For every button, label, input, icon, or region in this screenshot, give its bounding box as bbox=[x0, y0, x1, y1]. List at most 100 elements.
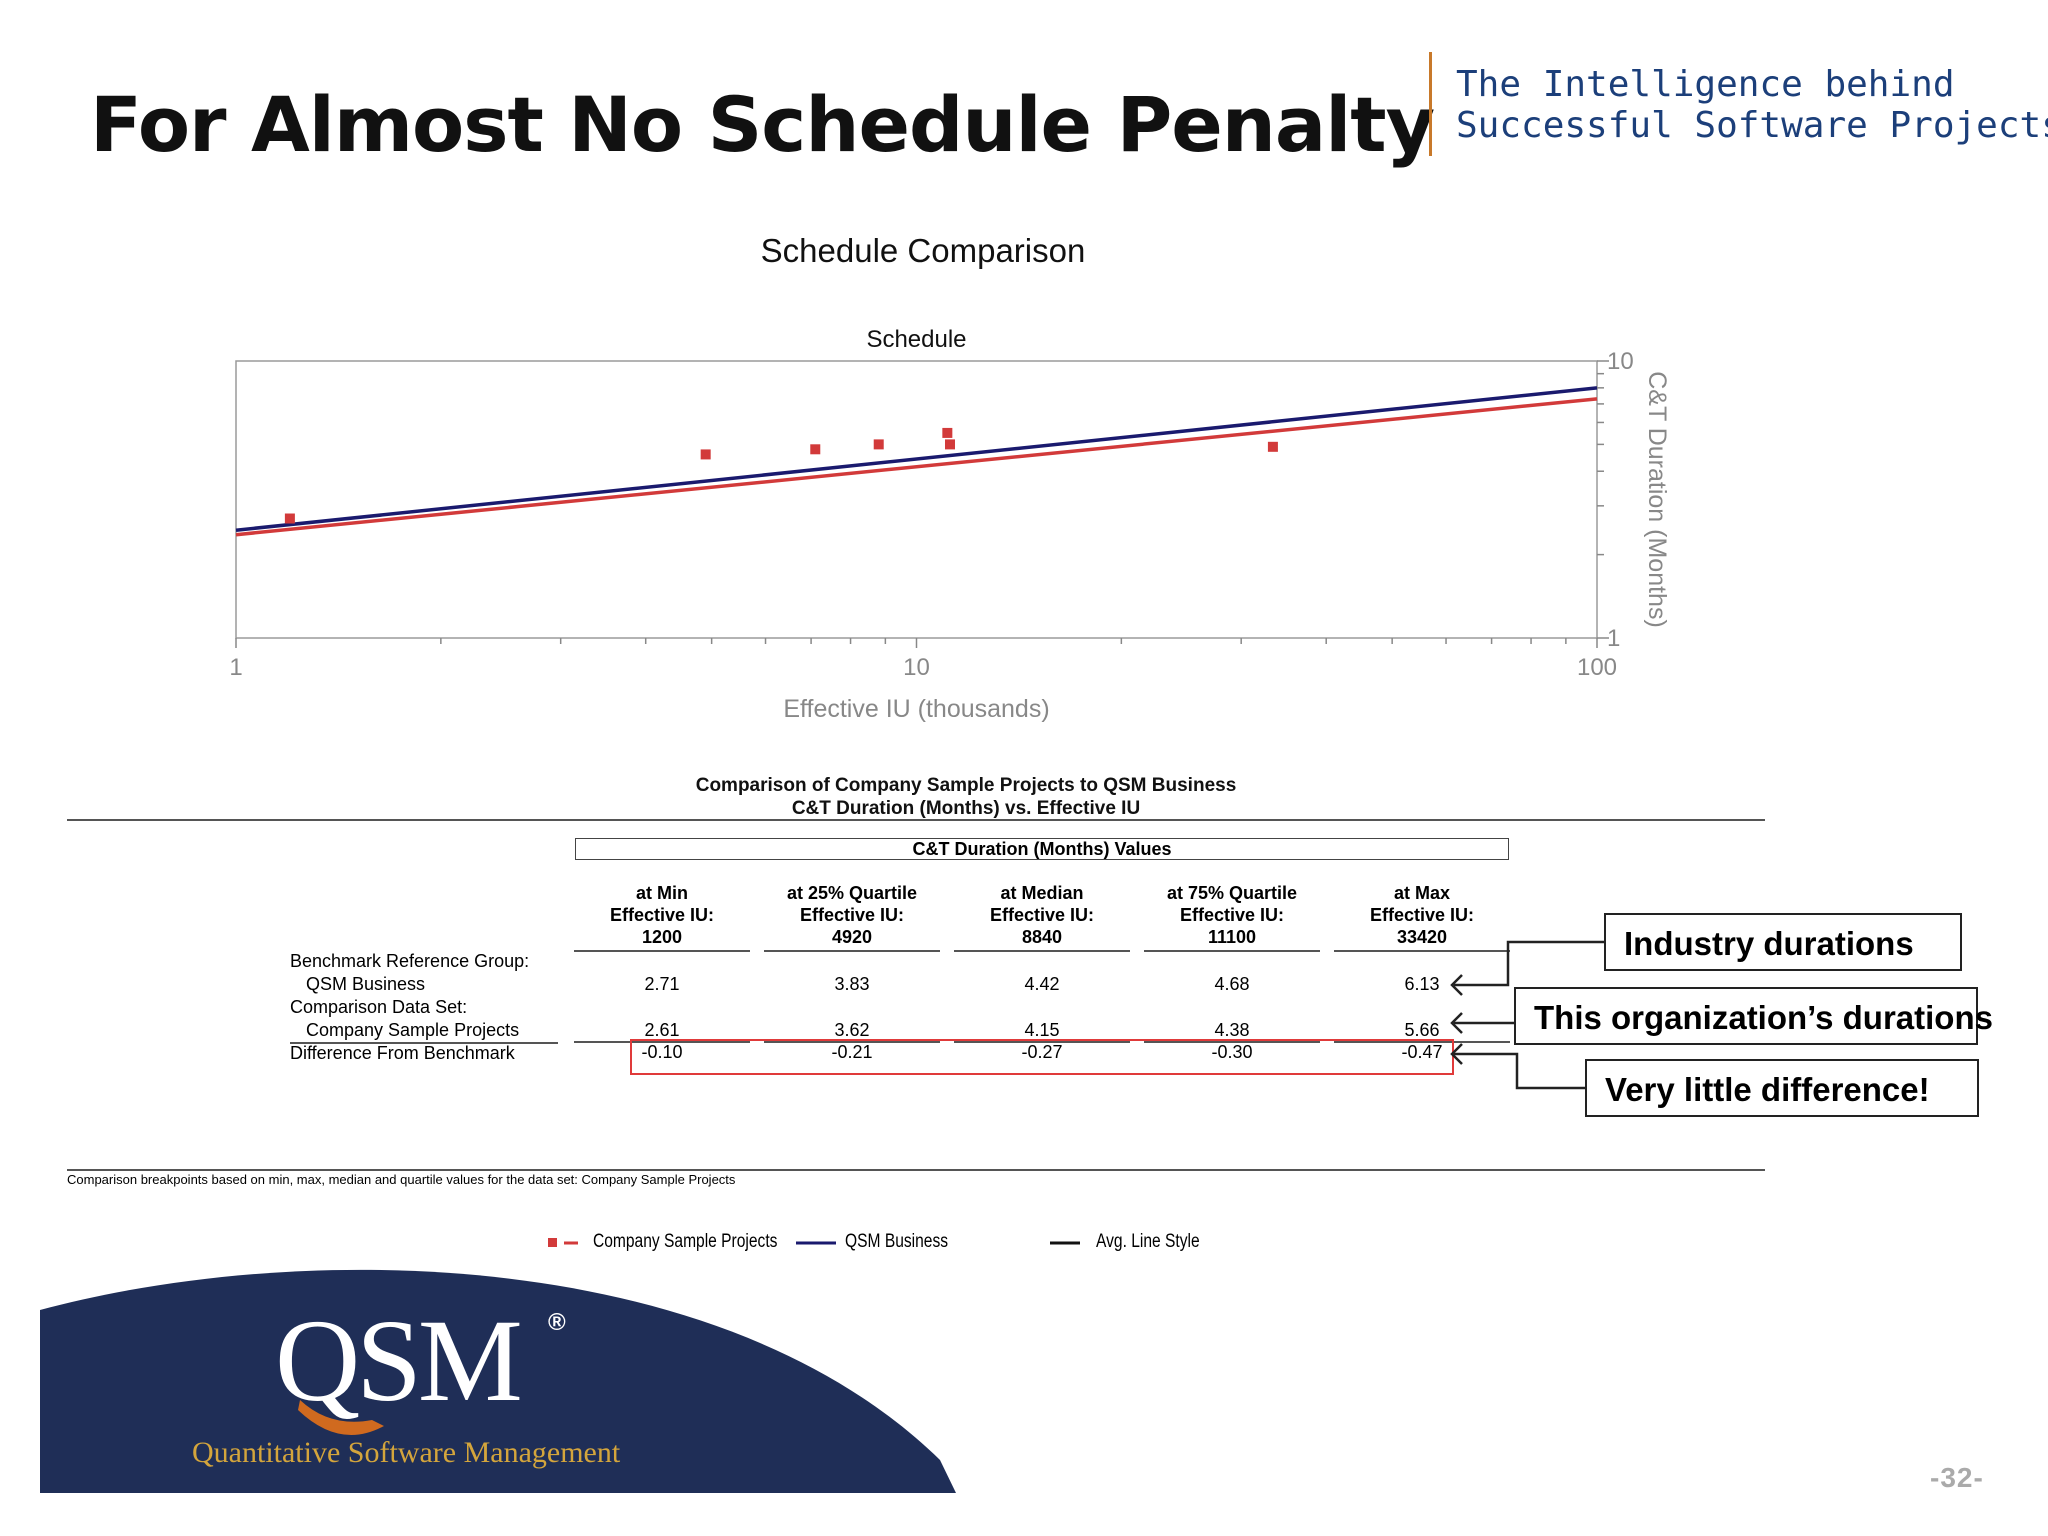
logo-swoosh bbox=[298, 1400, 384, 1435]
table-title-line-1: Comparison of Company Sample Projects to… bbox=[695, 775, 1237, 796]
x-tick-label: 100 bbox=[1577, 654, 1617, 681]
column-header-1-l3: 1200 bbox=[641, 927, 683, 947]
row-label-comparison-set: Comparison Data Set: bbox=[290, 997, 468, 1017]
connector-difference bbox=[1454, 1052, 1585, 1090]
row-label-difference: Difference From Benchmark bbox=[290, 1043, 515, 1063]
difference-value-1: -0.10 bbox=[641, 1042, 683, 1062]
column-header-3: at Median Effective IU: 8840 bbox=[947, 882, 1137, 948]
footnote: Comparison breakpoints based on min, max… bbox=[67, 1172, 736, 1187]
page-number: -32- bbox=[1930, 1462, 1984, 1493]
legend-swatches bbox=[548, 1238, 1080, 1247]
y-tick-label: 1 bbox=[1607, 625, 1620, 652]
difference-value-4: -0.30 bbox=[1211, 1042, 1253, 1062]
data-point-5 bbox=[942, 427, 953, 438]
difference-highlight-box bbox=[630, 1039, 1454, 1075]
slide-title: For Almost No Schedule Penalty bbox=[90, 80, 1435, 169]
difference-value-2: -0.21 bbox=[831, 1042, 873, 1062]
x-tick-label: 1 bbox=[229, 654, 242, 681]
legend-label-company: Company Sample Projects bbox=[593, 1231, 778, 1252]
benchmark-value-2: 3.83 bbox=[834, 974, 870, 994]
callout-industry-durations: Industry durations bbox=[1604, 913, 1962, 971]
arrow-organization bbox=[1450, 1012, 1463, 1034]
legend-label-avg: Avg. Line Style bbox=[1096, 1231, 1200, 1252]
legend-marker-company bbox=[548, 1238, 557, 1247]
benchmark-value-3: 4.42 bbox=[1024, 974, 1060, 994]
comparison-value-4: 4.38 bbox=[1214, 1020, 1250, 1040]
column-header-2-l3: 4920 bbox=[831, 927, 873, 947]
row-divider bbox=[290, 1042, 558, 1044]
arrow-industry bbox=[1450, 974, 1463, 996]
x-tick-label: 10 bbox=[903, 654, 930, 681]
table-title: Comparison of Company Sample Projects to… bbox=[466, 774, 1466, 820]
chart-title: Schedule Comparison bbox=[760, 232, 1086, 269]
column-rule-bottom-5 bbox=[1334, 1041, 1510, 1043]
difference-value-3: -0.27 bbox=[1021, 1042, 1063, 1062]
column-header-2-l1: at 25% Quartile bbox=[786, 883, 918, 903]
column-header-5-l1: at Max bbox=[1393, 883, 1451, 903]
column-rule-bottom-3 bbox=[954, 1041, 1130, 1043]
column-header-4-l2: Effective IU: bbox=[1179, 905, 1285, 925]
column-header-5-l3: 33420 bbox=[1396, 927, 1448, 947]
comparison-value-1: 2.61 bbox=[644, 1020, 680, 1040]
comparison-value-3: 4.15 bbox=[1024, 1020, 1060, 1040]
comparison-value-5: 5.66 bbox=[1404, 1020, 1440, 1040]
tagline-line-1: The Intelligence behind bbox=[1456, 64, 1955, 105]
table-top-rule bbox=[67, 819, 1765, 821]
column-header-2-l2: Effective IU: bbox=[799, 905, 905, 925]
trend-line-qsm bbox=[235, 386, 1598, 532]
data-point-4 bbox=[873, 439, 884, 450]
column-header-4-l3: 11100 bbox=[1207, 927, 1257, 947]
callout-little-difference: Very little difference! bbox=[1585, 1059, 1979, 1117]
column-header-5-l2: Effective IU: bbox=[1369, 905, 1475, 925]
x-axis-label: Effective IU (thousands) bbox=[783, 695, 1049, 723]
qsm-logo-banner: QSM ® Quantitative Software Management bbox=[40, 1269, 956, 1493]
data-point-7 bbox=[1267, 441, 1278, 452]
data-point-2 bbox=[700, 449, 711, 460]
footnote-rule bbox=[67, 1169, 1765, 1171]
column-header-2: at 25% Quartile Effective IU: 4920 bbox=[757, 882, 947, 948]
row-label-comparison-name: Company Sample Projects bbox=[306, 1020, 520, 1040]
tagline-line-2: Successful Software Projects bbox=[1456, 105, 2048, 146]
column-header-5: at Max Effective IU: 33420 bbox=[1327, 882, 1517, 948]
data-point-3 bbox=[810, 444, 821, 455]
arrow-difference bbox=[1450, 1043, 1463, 1065]
difference-value-5: -0.47 bbox=[1401, 1042, 1443, 1062]
column-rule-5 bbox=[1334, 950, 1510, 952]
column-rule-1 bbox=[574, 950, 750, 952]
trend-line-company bbox=[235, 397, 1598, 537]
benchmark-value-4: 4.68 bbox=[1214, 974, 1250, 994]
row-label-benchmark-group: Benchmark Reference Group: bbox=[290, 951, 530, 971]
column-header-4: at 75% Quartile Effective IU: 11100 bbox=[1137, 882, 1327, 948]
column-rule-bottom-2 bbox=[764, 1041, 940, 1043]
column-rule-3 bbox=[954, 950, 1130, 952]
data-point-6 bbox=[944, 439, 955, 450]
column-rule-bottom-1 bbox=[574, 1041, 750, 1043]
column-rule-2 bbox=[764, 950, 940, 952]
column-header-4-l1: at 75% Quartile bbox=[1166, 883, 1298, 903]
column-rule-4 bbox=[1144, 950, 1320, 952]
legend-label-qsm: QSM Business bbox=[845, 1231, 949, 1252]
y-axis-label: C&T Duration (Months) bbox=[1643, 371, 1671, 628]
connector-industry bbox=[1454, 940, 1604, 987]
column-header-1-l1: at Min bbox=[636, 883, 688, 903]
callout-organization-durations: This organization’s durations bbox=[1514, 987, 1993, 1045]
column-header-1-l2: Effective IU: bbox=[609, 905, 715, 925]
table-title-line-2: C&T Duration (Months) vs. Effective IU bbox=[791, 798, 1141, 819]
logo-background-shape bbox=[40, 1269, 956, 1493]
column-rule-bottom-4 bbox=[1144, 1041, 1320, 1043]
row-label-benchmark-name: QSM Business bbox=[306, 974, 426, 994]
values-header: C&T Duration (Months) Values bbox=[575, 838, 1509, 860]
column-header-3-l1: at Median bbox=[1000, 883, 1084, 903]
column-header-3-l3: 8840 bbox=[1021, 927, 1063, 947]
y-tick-label: 10 bbox=[1607, 348, 1634, 375]
chart-subtitle: Schedule bbox=[866, 326, 966, 353]
comparison-value-2: 3.62 bbox=[834, 1020, 870, 1040]
logo-wordmark: QSM bbox=[275, 1295, 520, 1426]
tagline-divider bbox=[1429, 52, 1432, 156]
benchmark-value-1: 2.71 bbox=[644, 974, 680, 994]
column-header-3-l2: Effective IU: bbox=[989, 905, 1095, 925]
column-header-1: at Min Effective IU: 1200 bbox=[567, 882, 757, 948]
data-point-1 bbox=[284, 513, 295, 524]
